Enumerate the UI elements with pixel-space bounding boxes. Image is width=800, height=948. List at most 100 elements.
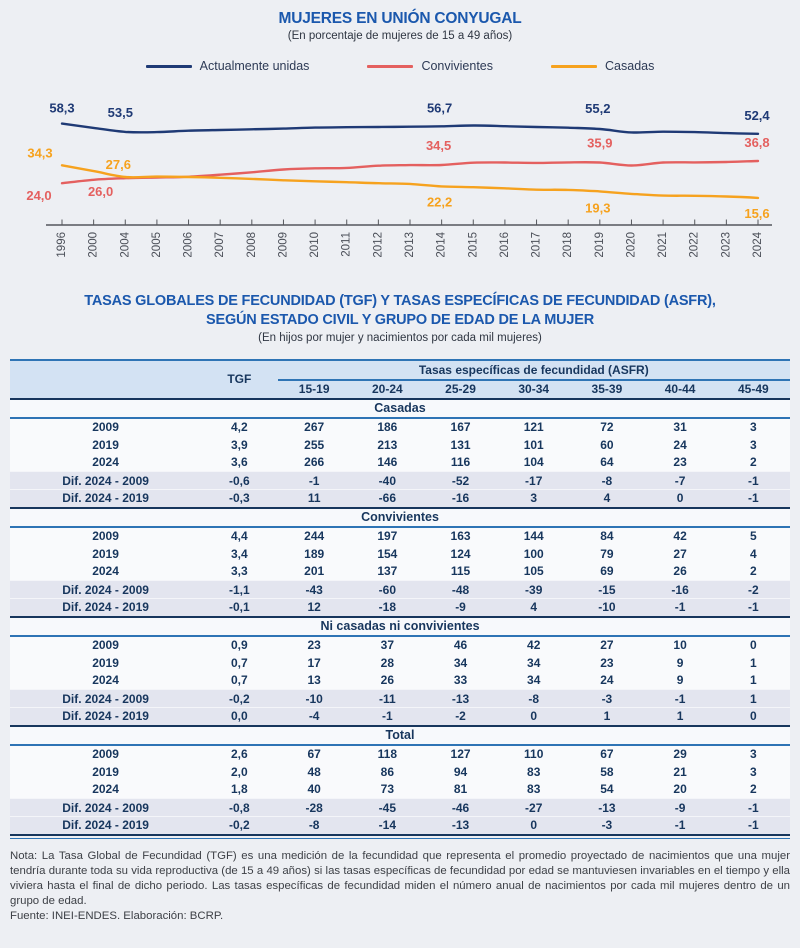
asfr-value: 11 <box>277 489 351 508</box>
asfr-value: -9 <box>423 598 498 617</box>
x-tick-label: 2023 <box>720 232 732 258</box>
tgf-value: 0,9 <box>201 635 278 654</box>
source-text: Fuente: INEI-ENDES. Elaboración: BCRP. <box>10 909 224 922</box>
asfr-value: 73 <box>350 780 424 799</box>
asfr-value: 131 <box>423 435 498 454</box>
asfr-value: 1 <box>643 707 717 726</box>
asfr-value: 3 <box>497 489 571 508</box>
asfr-value: -1 <box>716 798 790 817</box>
asfr-value: -2 <box>716 580 790 599</box>
tgf-value: 3,9 <box>201 435 278 454</box>
asfr-value: 28 <box>350 653 424 672</box>
asfr-value: -13 <box>423 816 498 835</box>
x-tick-label: 2022 <box>689 232 701 258</box>
asfr-value: 3 <box>716 435 790 454</box>
legend-swatch <box>145 64 192 68</box>
tgf-value: 4,2 <box>201 417 278 436</box>
header-age-45-49: 45-49 <box>716 379 790 399</box>
asfr-value: -13 <box>423 689 498 708</box>
chart-legend: Actualmente unidas Convivientes Casadas <box>0 59 800 73</box>
asfr-value: 189 <box>277 544 351 563</box>
tgf-value: -1,1 <box>201 580 278 599</box>
row-label: Dif. 2024 - 2019 <box>10 707 202 726</box>
asfr-value: 167 <box>423 417 498 436</box>
table-panel: TASAS GLOBALES DE FECUNDIDAD (TGF) Y TAS… <box>0 292 800 923</box>
tgf-value: -0,8 <box>201 798 278 817</box>
header-age-20-24: 20-24 <box>350 379 424 399</box>
header-age-30-34: 30-34 <box>497 379 571 399</box>
row-label: Dif. 2024 - 2019 <box>10 489 202 508</box>
x-tick-label: 1996 <box>56 232 68 258</box>
table-wrap: TGF Tasas específicas de fecundidad (ASFR… <box>10 358 790 840</box>
x-tick-label: 2010 <box>309 232 321 258</box>
x-tick-label: 2017 <box>531 232 543 258</box>
asfr-value: -4 <box>277 707 351 726</box>
asfr-value: 94 <box>423 762 498 781</box>
row-label: Dif. 2024 - 2019 <box>10 598 202 617</box>
x-tick-label: 2000 <box>88 232 100 258</box>
asfr-value: 9 <box>643 671 717 690</box>
asfr-value: 9 <box>643 653 717 672</box>
x-tick-label: 2011 <box>341 232 353 257</box>
asfr-value: 10 <box>643 635 717 654</box>
chart-subtitle: (En porcentaje de mujeres de 15 a 49 año… <box>287 30 513 42</box>
x-tick-label: 2009 <box>277 232 289 258</box>
header-age-25-29: 25-29 <box>423 379 498 399</box>
header-row-label-col <box>10 359 202 399</box>
asfr-value: 0 <box>716 707 790 726</box>
table-row: 2024 3,6 266 146 116 104 64 23 2 <box>10 453 790 472</box>
row-label: 2019 <box>10 653 202 672</box>
asfr-value: 46 <box>423 635 498 654</box>
table-row: Dif. 2024 - 2009 -0,8 -28 -45 -46 -27 -13 -9 -1 <box>10 798 790 817</box>
asfr-value: 42 <box>643 526 717 545</box>
x-tick-label: 2004 <box>119 231 131 257</box>
asfr-value: 86 <box>350 762 424 781</box>
asfr-value: -1 <box>277 471 351 490</box>
asfr-value: -40 <box>350 471 424 490</box>
legend-swatch <box>551 64 598 68</box>
data-label: 19,3 <box>585 200 610 215</box>
x-tick-label: 2015 <box>467 232 479 258</box>
asfr-value: -13 <box>570 798 644 817</box>
row-label: Dif. 2024 - 2009 <box>10 580 202 599</box>
x-tick-label: 2008 <box>246 232 258 258</box>
data-label: 24,0 <box>26 188 51 203</box>
section-title: Ni casadas ni convivientes <box>10 615 790 637</box>
tgf-value: -0,2 <box>201 689 278 708</box>
table-row: 2009 4,2 267 186 167 121 72 31 3 <box>10 417 790 436</box>
asfr-value: -46 <box>423 798 498 817</box>
asfr-value: 12 <box>277 598 351 617</box>
x-tick-label: 2005 <box>151 232 163 258</box>
row-label: Dif. 2024 - 2019 <box>10 816 202 835</box>
tgf-value: 0,7 <box>201 653 278 672</box>
asfr-value: -16 <box>423 489 498 508</box>
table-row: 2024 1,8 40 73 81 83 54 20 2 <box>10 780 790 799</box>
x-tick-label: 2018 <box>562 232 574 258</box>
asfr-value: 26 <box>350 671 424 690</box>
header-asfr-group: Tasas específicas de fecundidad (ASFR) <box>277 359 790 381</box>
tgf-value: -0,3 <box>201 489 278 508</box>
asfr-value: 267 <box>277 417 351 436</box>
series-line-1 <box>60 159 760 185</box>
asfr-value: 24 <box>570 671 644 690</box>
asfr-value: 23 <box>570 653 644 672</box>
asfr-value: 67 <box>570 744 644 763</box>
asfr-value: 84 <box>570 526 644 545</box>
table-title: TASAS GLOBALES DE FECUNDIDAD (TGF) Y TAS… <box>0 292 800 330</box>
asfr-value: 4 <box>497 598 571 617</box>
asfr-value: 21 <box>643 762 717 781</box>
data-label: 34,3 <box>27 145 52 160</box>
x-tick-label: 2006 <box>183 232 195 258</box>
asfr-value: -9 <box>643 798 717 817</box>
row-label: 2024 <box>10 562 202 581</box>
asfr-value: 124 <box>423 544 498 563</box>
tgf-value: 0,7 <box>201 671 278 690</box>
header-tgf: TGF <box>201 359 278 399</box>
table-row: 2009 0,9 23 37 46 42 27 10 0 <box>10 635 790 654</box>
asfr-value: 40 <box>277 780 351 799</box>
x-tick-label: 2012 <box>372 232 384 258</box>
asfr-value: -1 <box>350 707 424 726</box>
asfr-value: 127 <box>423 744 498 763</box>
tgf-value: -0,2 <box>201 816 278 835</box>
asfr-value: -1 <box>716 471 790 490</box>
